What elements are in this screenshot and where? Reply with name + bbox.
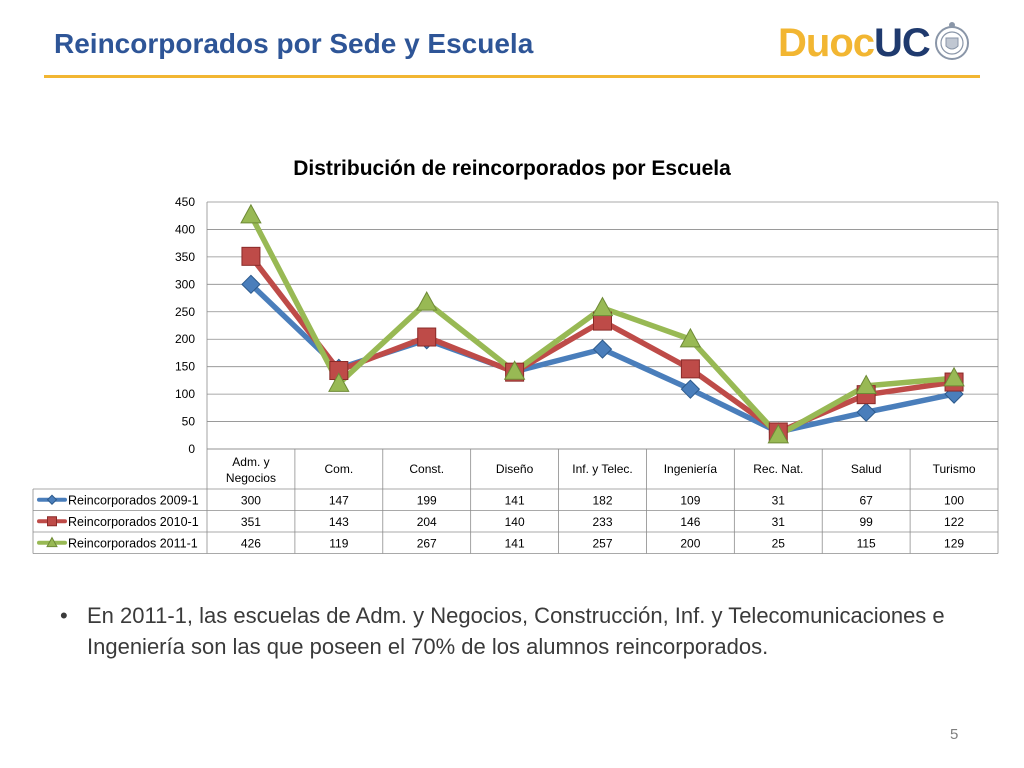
- data-point: [241, 274, 261, 295]
- y-tick-label: 400: [175, 222, 195, 236]
- legend-entry: Reincorporados 2010-1: [68, 515, 199, 529]
- table-cell-value: 300: [241, 493, 261, 507]
- y-tick-label: 50: [182, 415, 196, 429]
- data-point: [240, 203, 262, 224]
- table-cell-value: 31: [772, 515, 786, 529]
- bullet-text: En 2011-1, las escuelas de Adm. y Negoci…: [87, 603, 945, 659]
- table-cell-value: 143: [329, 515, 349, 529]
- data-point: [943, 366, 965, 387]
- page-number: 5: [950, 726, 959, 743]
- table-cell-value: 67: [859, 493, 873, 507]
- y-tick-label: 100: [175, 387, 195, 401]
- table-cell-value: 31: [772, 493, 786, 507]
- table-cell-value: 426: [241, 536, 261, 550]
- legend-key-marker: [46, 494, 58, 505]
- table-cell-value: 233: [592, 515, 612, 529]
- category-label: Rec. Nat.: [753, 462, 803, 476]
- data-point: [855, 374, 877, 395]
- data-point: [417, 327, 437, 347]
- category-label: Turismo: [933, 462, 976, 476]
- uc-seal-icon: [934, 22, 969, 60]
- table-cell-value: 257: [592, 536, 612, 550]
- y-axis-tick-labels: 0 50 100 150 200 250 300 350 400 450: [175, 195, 195, 456]
- table-cell-value: 351: [241, 515, 261, 529]
- table-cell-value: 119: [329, 536, 348, 550]
- category-label: Diseño: [496, 462, 534, 476]
- data-table: Adm. y Negocios Com. Const. Diseño Inf. y Tel…: [32, 448, 999, 554]
- data-point: [680, 359, 700, 379]
- table-cell-value: 267: [417, 536, 437, 550]
- table-cell-value: 147: [329, 493, 349, 507]
- table-cell-value: 129: [944, 536, 964, 550]
- category-label: Adm. y Negocios: [226, 455, 276, 485]
- chart-title: Distribución de reincorporados por Escue…: [293, 157, 731, 180]
- legend-entry: Reincorporados 2009-1: [68, 493, 199, 507]
- y-tick-label: 150: [175, 360, 195, 374]
- table-cell-value: 115: [857, 536, 876, 550]
- data-point: [591, 296, 614, 317]
- series-markers: [240, 203, 965, 444]
- table-cell-value: 199: [417, 493, 437, 507]
- category-label: Const.: [409, 462, 444, 476]
- table-cell-value: 200: [680, 536, 700, 550]
- duoc-uc-logo: Duoc UC: [778, 18, 970, 68]
- table-cell-value: 109: [680, 493, 700, 507]
- table-cell-value: 100: [944, 493, 964, 507]
- data-point: [328, 372, 350, 392]
- y-tick-label: 250: [175, 305, 195, 319]
- table-cell-value: 204: [417, 515, 437, 529]
- data-point: [503, 360, 526, 380]
- line-chart: 0 50 100 150 200 250 300 350 400 450 Adm. y Negoci…: [32, 195, 999, 554]
- data-point: [241, 246, 261, 266]
- y-tick-label: 300: [175, 277, 195, 291]
- logo-text-uc: UC: [874, 20, 931, 65]
- category-label-line: Negocios: [226, 471, 276, 485]
- table-cell-value: 140: [505, 515, 525, 529]
- table-cell-value: 122: [944, 515, 964, 529]
- logo-text-duoc: Duoc: [778, 20, 875, 65]
- category-label: Inf. y Telec.: [572, 462, 632, 476]
- data-point: [679, 327, 702, 348]
- y-tick-label: 200: [175, 332, 195, 346]
- y-tick-label: 350: [175, 250, 195, 264]
- table-cell-value: 182: [592, 493, 612, 507]
- legend-key-marker: [46, 536, 58, 548]
- table-cell-value: 141: [505, 493, 525, 507]
- title-underline: [44, 75, 980, 78]
- category-label: Salud: [851, 462, 882, 476]
- data-point: [856, 402, 876, 422]
- legend-entry: Reincorporados 2011-1: [68, 536, 198, 550]
- table-cell-value: 25: [772, 536, 786, 550]
- category-label-line: Adm. y: [232, 455, 269, 469]
- category-label: Com.: [324, 462, 353, 476]
- category-label: Ingeniería: [664, 462, 718, 476]
- bullet-icon: •: [60, 603, 68, 628]
- legend-key-marker: [47, 516, 57, 527]
- y-tick-label: 450: [175, 195, 195, 209]
- data-point: [680, 379, 701, 399]
- slide-title: Reincorporados por Sede y Escuela: [54, 28, 534, 59]
- data-point: [415, 291, 438, 311]
- data-point: [767, 423, 790, 444]
- data-point: [592, 339, 613, 359]
- table-cell-value: 99: [859, 515, 873, 529]
- y-tick-label: 0: [188, 442, 195, 456]
- table-cell-value: 146: [680, 515, 700, 529]
- table-cell-value: 141: [505, 536, 525, 550]
